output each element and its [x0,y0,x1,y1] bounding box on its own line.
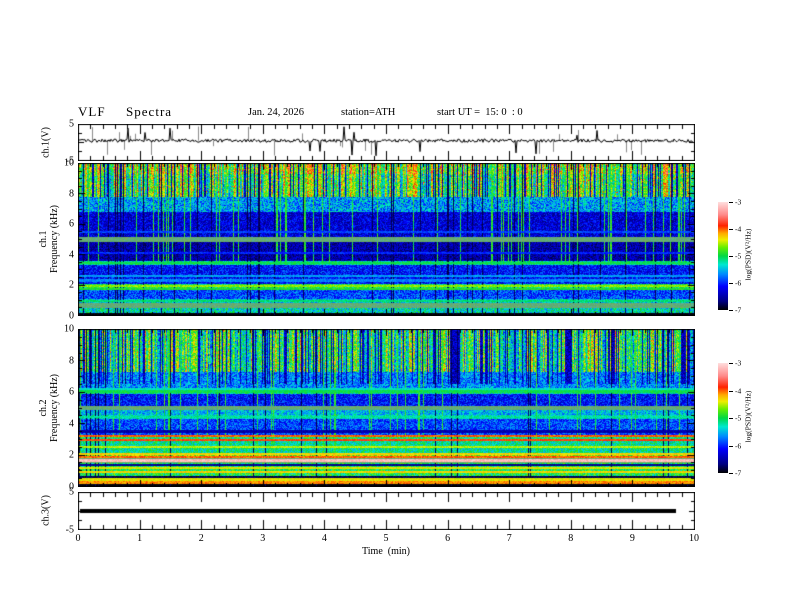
y-tick-label: 2 [69,279,74,291]
y-tick-label: 4 [69,249,74,261]
colorbar-ch2-gradient [718,363,728,473]
colorbar-tick-label: -4 [735,224,742,234]
y-tick-label: 10 [64,323,74,335]
colorbar-tick-label: -4 [735,386,742,395]
x-tick-label: 9 [629,533,635,544]
x-tick-label: 3 [260,533,266,544]
colorbar-tick [729,473,733,474]
colorbar-tick [729,445,733,447]
y-tick-label: 10 [64,157,74,169]
y-tick-label: 4 [69,418,74,430]
ch2-spectrogram-panel [78,329,695,487]
ch2-spec-axis-title: ch.2 Frequency (kHz) [38,353,60,463]
colorbar-tick-label: -6 [735,278,742,288]
colorbar-tick [729,390,733,392]
x-tick-label: 2 [198,533,204,544]
y-tick-label: 6 [69,386,74,398]
x-tick-label: 5 [383,533,389,544]
colorbar-ch2-title: log(PSD)(V²/Hz) [744,362,753,472]
ch1-waveform-panel [78,124,695,161]
colorbar-ch1-title: log(PSD)(V²/Hz) [744,200,753,310]
x-tick-label: 6 [445,533,451,544]
colorbar-tick [729,202,733,203]
x-tick-label: 4 [321,533,327,544]
y-tick-label: 2 [69,449,74,461]
x-tick-label: 8 [568,533,574,544]
y-tick-label: 6 [69,218,74,230]
colorbar-tick-label: -7 [735,305,742,315]
colorbar-ch1-title-text: log(PSD)(V²/Hz) [743,228,753,281]
colorbar-tick [729,363,733,364]
y-tick-label: 0 [69,481,74,493]
colorbar-ch1 [718,202,728,310]
colorbar-tick-label: -5 [735,413,742,423]
y-tick-label: -5 [65,155,74,167]
ch1-voltage-axis-title: ch.1(V) [41,88,52,198]
y-tick-label: 8 [69,355,74,367]
colorbar-tick-label: -6 [735,441,742,450]
colorbar-tick [729,418,733,419]
time-axis-title: Time (min) [362,546,410,557]
x-tick-label: 10 [689,533,699,544]
station-label: station=ATH [341,107,396,118]
start-ut-label: start UT = 15: 0 : 0 [437,107,523,118]
colorbar-tick [729,229,733,230]
ch1-spec-channel-text: ch.1 [38,230,49,248]
colorbar-tick-label: -5 [735,251,742,261]
ch2-spec-axis-text: Frequency (kHz) [49,373,60,443]
colorbar-ch1-gradient [718,202,728,310]
ch1-voltage-axis-text: ch.1(V) [40,127,52,158]
colorbar-tick-label: -7 [735,468,742,478]
ch3-voltage-axis-text: ch.3(V) [40,495,52,526]
ch1-spectrogram-panel [78,163,695,316]
ch1-spec-axis-text: Frequency (kHz) [49,204,60,274]
colorbar-tick [729,256,733,257]
y-tick-label: 8 [69,188,74,200]
colorbar-tick [729,283,733,284]
colorbar-tick-label: -3 [735,358,742,368]
x-tick-label: 7 [506,533,512,544]
x-tick-label: 1 [137,533,143,544]
date-label: Jan. 24, 2026 [248,107,304,118]
ch3-waveform-panel [78,492,695,530]
y-tick-label: 0 [69,310,74,322]
ch1-spec-axis-title: ch.1 Frequency (kHz) [38,184,60,294]
figure-title: VLF Spectra [78,104,173,119]
y-tick-label: 5 [69,118,74,130]
x-tick-label: 0 [75,533,81,544]
colorbar-tick-label: -3 [735,197,742,207]
ch2-spec-channel-text: ch.2 [38,399,49,417]
ch3-voltage-axis-title: ch.3(V) [41,456,52,566]
y-tick-label: -5 [65,524,74,536]
colorbar-ch2 [718,363,728,473]
colorbar-ch2-title-text: log(PSD)(V²/Hz) [743,390,753,443]
colorbar-tick [729,310,733,311]
y-tick-label: 5 [69,486,74,498]
